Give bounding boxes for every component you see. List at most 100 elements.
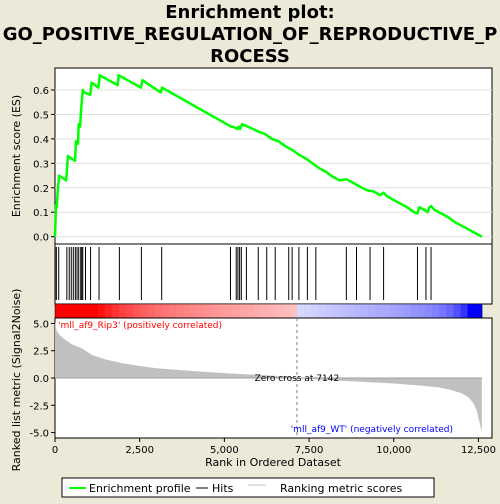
color-bar-segment bbox=[62, 304, 70, 318]
color-bar-segment bbox=[410, 304, 419, 318]
positive-label: 'mll_af9_Rip3' (positively correlated) bbox=[58, 321, 222, 331]
color-bar-segment bbox=[261, 304, 269, 318]
es-ytick-label: 0.2 bbox=[33, 184, 49, 195]
color-bar-segment bbox=[432, 304, 440, 318]
title-line-3: ROCESS bbox=[210, 46, 290, 67]
zero-cross-label: Zero cross at 7142 bbox=[255, 374, 340, 384]
color-bar-segment bbox=[417, 304, 426, 318]
title-line-2: GO_POSITIVE_REGULATION_OF_REPRODUCTIVE_P bbox=[3, 24, 498, 45]
es-ytick-label: 0.5 bbox=[33, 110, 49, 121]
color-bar-segment bbox=[97, 304, 106, 318]
es-ytick-label: 0.6 bbox=[33, 86, 49, 97]
color-bar-segment bbox=[289, 304, 298, 318]
color-bar-segment bbox=[218, 304, 227, 318]
color-bar-segment bbox=[247, 304, 255, 318]
color-bar-segment bbox=[268, 304, 277, 318]
color-bar-segment bbox=[360, 304, 369, 318]
x-ticks: 0 2,500 5,000 7,500 10,000 12,500 bbox=[52, 438, 496, 456]
color-bar-segment bbox=[111, 304, 120, 318]
hit-marks bbox=[54, 247, 432, 300]
es-panel bbox=[54, 67, 493, 245]
color-bar-segment bbox=[303, 304, 312, 318]
rank-color-bar bbox=[54, 303, 483, 319]
color-bar-segment bbox=[104, 304, 113, 318]
color-bar-segment bbox=[175, 304, 184, 318]
color-bar-segment bbox=[204, 304, 213, 318]
color-bar-segment bbox=[353, 304, 362, 318]
es-ytick-label: 0.1 bbox=[33, 208, 49, 219]
enrichment-profile-line bbox=[53, 74, 483, 238]
color-bar-segment bbox=[239, 304, 248, 318]
color-bar-segment bbox=[474, 304, 483, 318]
title-line-1: Enrichment plot: bbox=[165, 2, 335, 23]
color-bar-segment bbox=[211, 304, 220, 318]
color-bar-segment bbox=[396, 304, 405, 318]
color-bar-segment bbox=[55, 304, 63, 318]
color-bar-segment bbox=[318, 304, 326, 318]
legend-es-label: Enrichment profile bbox=[89, 482, 191, 495]
ranking-metric-area bbox=[55, 321, 482, 433]
color-bar-segment bbox=[76, 304, 84, 318]
color-bar-segment bbox=[90, 304, 99, 318]
color-bar-segment bbox=[183, 304, 191, 318]
color-bar-segment bbox=[382, 304, 390, 318]
color-bar-segment bbox=[403, 304, 412, 318]
hits-panel bbox=[54, 243, 493, 305]
legend-metric-label: Ranking metric scores bbox=[280, 482, 402, 495]
metric-ytick-label: -5.0 bbox=[29, 429, 49, 440]
es-ytick-label: 0.0 bbox=[33, 233, 49, 244]
color-bar-segment bbox=[197, 304, 205, 318]
xtick-label: 2,500 bbox=[125, 445, 154, 456]
x-axis-label: Rank in Ordered Dataset bbox=[205, 456, 342, 469]
color-bar-segment bbox=[460, 304, 469, 318]
xtick-label: 7,500 bbox=[295, 445, 324, 456]
metric-ytick-label: 2.5 bbox=[33, 347, 49, 358]
color-bar-segment bbox=[389, 304, 397, 318]
xtick-label: 5,000 bbox=[210, 445, 239, 456]
color-bar-segment bbox=[126, 304, 134, 318]
color-bar-segment bbox=[368, 304, 376, 318]
color-bar-segment bbox=[325, 304, 333, 318]
color-bar-segment bbox=[282, 304, 291, 318]
metric-ytick-label: 5.0 bbox=[33, 319, 49, 330]
color-bar-segment bbox=[119, 304, 127, 318]
color-bar-segment bbox=[133, 304, 141, 318]
es-ytick-label: 0.3 bbox=[33, 159, 49, 170]
xtick-label: 12,500 bbox=[461, 445, 496, 456]
color-bar-segment bbox=[140, 304, 148, 318]
es-y-ticks: 0.0 0.1 0.2 0.3 0.4 0.5 0.6 bbox=[33, 86, 55, 244]
metric-ytick-label: 0.0 bbox=[33, 374, 49, 385]
color-bar-segment bbox=[225, 304, 234, 318]
color-bar-segment bbox=[446, 304, 454, 318]
color-bar-segment bbox=[439, 304, 447, 318]
color-bar-segment bbox=[332, 304, 341, 318]
xtick-label: 0 bbox=[52, 445, 58, 456]
color-bar-segment bbox=[339, 304, 348, 318]
color-bar-segment bbox=[147, 304, 156, 318]
color-bar-segment bbox=[424, 304, 433, 318]
color-bar-segment bbox=[254, 304, 262, 318]
color-bar-segment bbox=[83, 304, 92, 318]
color-bar-segment bbox=[275, 304, 284, 318]
metric-y-ticks: 5.0 2.5 0.0 -2.5 -5.0 bbox=[29, 319, 55, 440]
es-ylabel: Enrichment score (ES) bbox=[10, 95, 23, 217]
color-bar-segment bbox=[190, 304, 198, 318]
color-bar-segment bbox=[346, 304, 355, 318]
metric-ytick-label: -2.5 bbox=[29, 401, 49, 412]
color-bar-segment bbox=[168, 304, 177, 318]
color-bar-segment bbox=[296, 304, 305, 318]
negative-label: 'mll_af9_WT' (negatively correlated) bbox=[291, 425, 453, 435]
color-bar-segment bbox=[467, 304, 476, 318]
legend-hits-label: Hits bbox=[212, 482, 234, 495]
color-bar-segment bbox=[375, 304, 383, 318]
legend-box bbox=[61, 477, 435, 498]
color-bar-segment bbox=[453, 304, 461, 318]
metric-ylabel: Ranked list metric (Signal2Noise) bbox=[10, 289, 23, 472]
color-bar-segment bbox=[232, 304, 241, 318]
xtick-label: 10,000 bbox=[376, 445, 411, 456]
color-bar-segment bbox=[154, 304, 163, 318]
es-ytick-label: 0.4 bbox=[33, 135, 49, 146]
color-bar-segment bbox=[69, 304, 77, 318]
